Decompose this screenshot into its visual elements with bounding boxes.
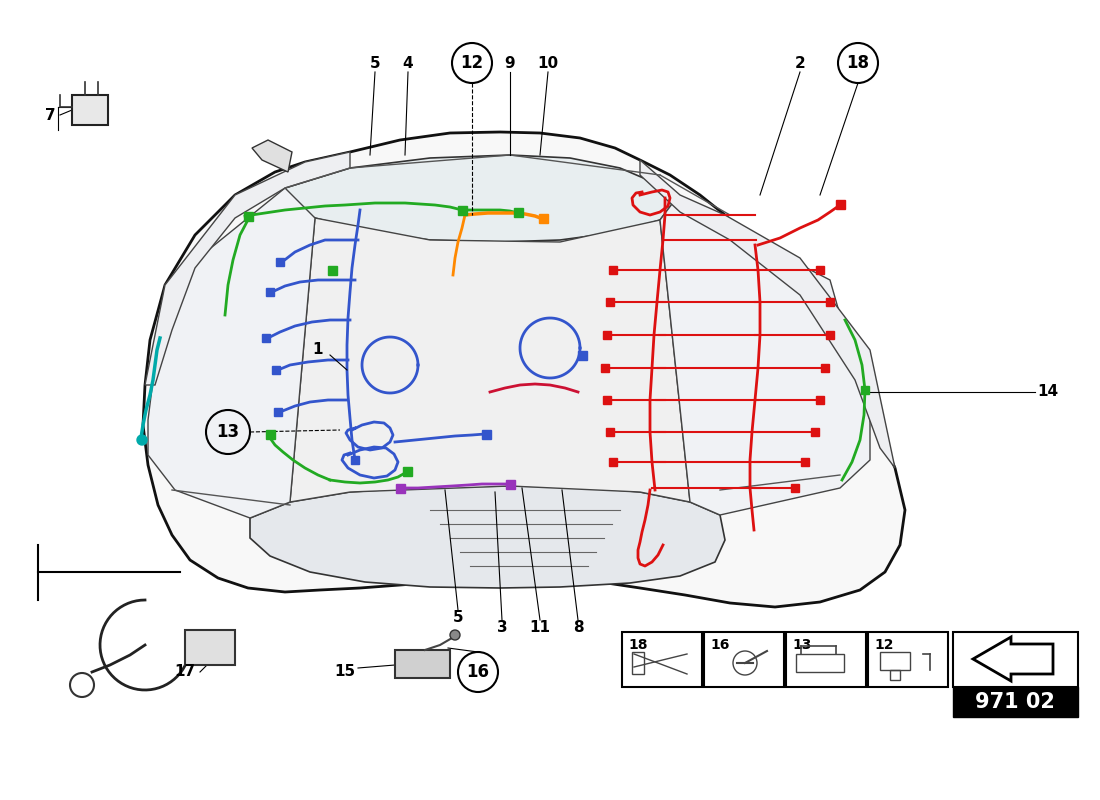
Text: 15: 15: [334, 665, 355, 679]
Bar: [880, 652, 910, 670]
Text: 17: 17: [175, 665, 196, 679]
Bar: [890, 670, 900, 680]
Bar: [704, 632, 784, 687]
Text: a passion for cars: a passion for cars: [395, 389, 685, 511]
Text: 1: 1: [312, 342, 323, 358]
Polygon shape: [143, 132, 905, 607]
Text: 18: 18: [628, 638, 648, 652]
Polygon shape: [145, 152, 350, 385]
Bar: [514, 208, 522, 217]
Bar: [458, 206, 468, 215]
Bar: [262, 334, 270, 342]
Bar: [272, 366, 280, 374]
Bar: [603, 331, 611, 339]
Bar: [266, 430, 275, 439]
Text: 16: 16: [466, 663, 490, 681]
Circle shape: [450, 630, 460, 640]
Text: 971 02: 971 02: [975, 692, 1055, 712]
Polygon shape: [148, 188, 315, 518]
Bar: [821, 364, 829, 372]
Bar: [403, 467, 412, 476]
Bar: [816, 266, 824, 274]
Bar: [953, 687, 1078, 717]
Circle shape: [138, 435, 147, 445]
Text: 12: 12: [461, 54, 484, 72]
Bar: [395, 650, 450, 678]
Polygon shape: [285, 155, 675, 242]
Bar: [185, 630, 235, 665]
Text: 11: 11: [529, 621, 550, 635]
Bar: [786, 632, 866, 687]
Bar: [868, 632, 948, 687]
Bar: [953, 632, 1078, 687]
Polygon shape: [660, 200, 870, 515]
Text: 13: 13: [792, 638, 812, 652]
Bar: [539, 214, 548, 223]
Bar: [601, 364, 609, 372]
Bar: [606, 428, 614, 436]
Polygon shape: [974, 637, 1053, 681]
Bar: [506, 480, 515, 489]
Polygon shape: [290, 218, 690, 502]
Bar: [609, 266, 617, 274]
Text: 7: 7: [45, 107, 55, 122]
Text: 3: 3: [497, 621, 507, 635]
Text: EUROCHARS: EUROCHARS: [301, 246, 858, 494]
Bar: [791, 484, 799, 492]
Polygon shape: [252, 140, 292, 172]
Bar: [632, 652, 644, 674]
Bar: [811, 428, 819, 436]
Text: 8: 8: [573, 621, 583, 635]
Bar: [861, 386, 869, 394]
Bar: [482, 430, 491, 439]
Bar: [244, 212, 253, 221]
Text: 18: 18: [847, 54, 869, 72]
Polygon shape: [640, 160, 895, 468]
Text: 12: 12: [874, 638, 893, 652]
Text: 16: 16: [710, 638, 729, 652]
Text: 14: 14: [1037, 385, 1058, 399]
Bar: [826, 298, 834, 306]
Text: 4: 4: [403, 55, 414, 70]
Bar: [603, 396, 611, 404]
Bar: [351, 456, 359, 464]
Bar: [276, 258, 284, 266]
Text: 2: 2: [794, 55, 805, 70]
Text: 5: 5: [453, 610, 463, 626]
Bar: [396, 484, 405, 493]
Bar: [621, 632, 702, 687]
Text: 13: 13: [217, 423, 240, 441]
Bar: [801, 458, 808, 466]
Bar: [266, 288, 274, 296]
Text: 10: 10: [538, 55, 559, 70]
Bar: [609, 458, 617, 466]
Bar: [836, 200, 845, 209]
Bar: [274, 408, 282, 416]
Bar: [578, 351, 587, 360]
Bar: [816, 396, 824, 404]
Bar: [826, 331, 834, 339]
Text: 9: 9: [505, 55, 515, 70]
Bar: [72, 95, 108, 125]
Polygon shape: [250, 486, 725, 588]
Bar: [606, 298, 614, 306]
Bar: [328, 266, 337, 275]
Bar: [796, 654, 844, 672]
Text: 5: 5: [370, 55, 381, 70]
